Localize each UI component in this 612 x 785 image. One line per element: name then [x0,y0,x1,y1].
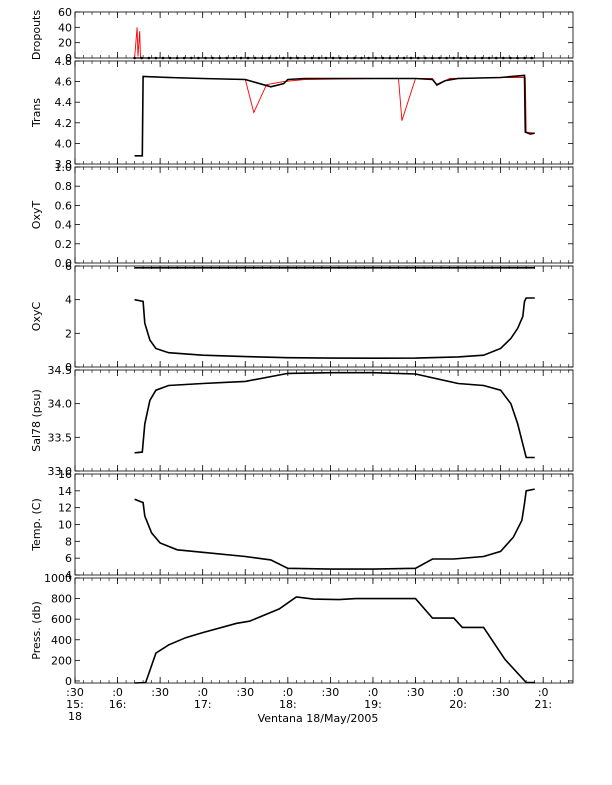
x-tick-label: :0 [368,686,379,699]
series-line [134,596,535,684]
y-tick-label: 0 [65,675,72,688]
panel-3: 0.0 0.2 0.4 0.6 0.8 1.0 OxyT [30,161,574,270]
panel-4: 0 2 4 6 OxyC [30,260,574,374]
x-tick-label: :0 [538,686,549,699]
x-tick-label: 20: [449,698,467,711]
panel-1: 0 20 40 60 Dropouts [30,6,574,65]
y-tick-label: 1.0 [55,161,73,174]
y-axis-label: Trans [30,98,43,128]
y-tick-label: 0.0 [55,257,73,270]
panel-frame [74,473,574,576]
panel-frame [74,60,574,165]
series-line [134,297,535,359]
y-tick-label: 200 [51,654,72,667]
y-tick-label: 0.2 [55,238,73,251]
y-tick-label: 4.2 [55,117,73,130]
x-tick-label: :0 [453,686,464,699]
y-axis-label: Press. (db) [30,601,43,660]
series-line [134,74,535,157]
x-tick-label: 18: [279,698,297,711]
y-tick-label: 33.5 [48,431,73,444]
x-tick-label: 15: [66,698,84,711]
y-tick-label: 4 [65,294,72,307]
x-tick-label: :0 [282,686,293,699]
y-tick-label: 10 [58,519,72,532]
y-axis-label: Dropouts [30,10,43,60]
y-axis-label: OxyT [30,201,43,230]
y-tick-label: 4.6 [55,76,73,89]
y-tick-label: 1000 [44,572,72,585]
series-line [134,297,535,360]
panel-7: 0 200 400 600 800 1000 Press. (db) [30,572,574,688]
y-tick-label: 6 [65,552,72,565]
series-line [134,27,535,59]
y-tick-label: 2 [65,327,72,340]
panel-frame [74,166,574,264]
y-tick-label: 3.8 [55,158,73,171]
x-tick-label: :30 [66,686,84,699]
y-tick-label: 20 [58,37,72,50]
panel-2: 3.8 4.0 4.2 4.4 4.6 4.8 Trans [30,55,574,171]
x-tick-label: 18 [68,710,82,723]
y-tick-label: 0 [65,52,72,65]
y-tick-label: 600 [51,613,72,626]
y-axis-label: Temp. (C) [30,498,43,552]
x-tick-label: :0 [112,686,123,699]
y-tick-label: 34.0 [48,398,73,411]
x-tick-label: :30 [151,686,169,699]
series-line [134,75,535,157]
y-tick-label: 16 [58,468,72,481]
series-line [134,371,535,459]
x-tick-label: 19: [364,698,382,711]
y-tick-label: 33.0 [48,465,73,478]
y-tick-label: 4.4 [55,96,73,109]
panel-frame [74,265,574,368]
y-tick-label: 0.4 [55,219,73,232]
y-tick-label: 4.8 [55,55,73,68]
panel-5: 33.0 33.5 34.0 34.5 Sal78 (psu) [30,364,574,478]
panel-6: 4 6 8 10 12 14 16 Temp. (C) [30,468,574,582]
y-tick-label: 0.6 [55,199,73,212]
x-tick-label: :30 [492,686,510,699]
series-line [134,488,535,570]
x-tick-label: :30 [236,686,254,699]
y-tick-label: 34.5 [48,364,73,377]
x-tick-label: :30 [322,686,340,699]
x-tick-label: :30 [407,686,425,699]
y-tick-label: 0 [65,361,72,374]
y-tick-label: 0.8 [55,180,73,193]
y-tick-label: 4.0 [55,137,73,150]
x-axis-label: Ventana 18/May/2005 [258,712,379,725]
y-tick-label: 800 [51,593,72,606]
y-tick-label: 400 [51,634,72,647]
y-tick-label: 40 [58,21,72,34]
y-tick-label: 12 [58,502,72,515]
y-axis-label: OxyC [30,302,43,332]
y-tick-label: 6 [65,260,72,273]
y-tick-label: 14 [58,485,72,498]
x-tick-label: 21: [534,698,552,711]
y-axis-label: Sal78 (psu) [30,389,43,452]
x-tick-label: :0 [197,686,208,699]
y-tick-label: 60 [58,6,72,19]
x-tick-label: 16: [109,698,127,711]
panel-frame [74,11,574,59]
y-tick-label: 8 [65,535,72,548]
y-tick-label: 4 [65,569,72,582]
panel-frame [74,369,574,472]
panel-frame [74,577,574,684]
x-tick-label: 17: [194,698,212,711]
